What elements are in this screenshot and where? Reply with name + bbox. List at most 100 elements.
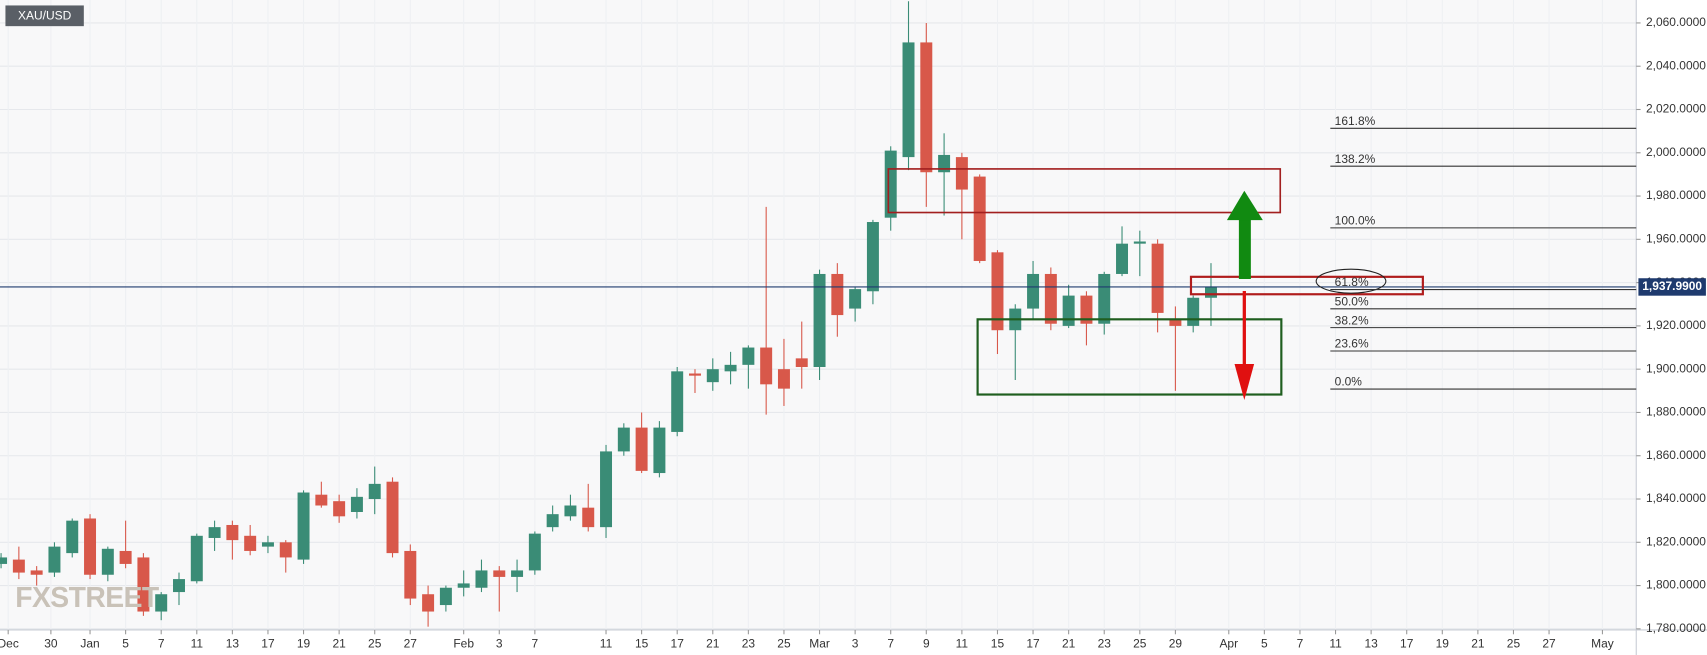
x-tick-label: 15 [991, 636, 1005, 650]
candle-body [333, 501, 346, 517]
resistance-box [887, 168, 1282, 214]
candle-body [208, 527, 221, 538]
candle-body [813, 273, 826, 368]
candle-body [653, 427, 666, 474]
fib-label: 38.2% [1335, 313, 1369, 327]
x-tick-label: 9 [923, 636, 930, 650]
x-tick-label: 17 [261, 636, 275, 650]
y-tick-label: 2,000.0000 [1646, 145, 1706, 159]
x-tick-label: 3 [496, 636, 503, 650]
candle-body [0, 557, 8, 564]
candle-body [617, 427, 630, 452]
candle-body [1027, 273, 1040, 309]
candle-body [155, 594, 168, 612]
candle-body [226, 524, 239, 541]
candle-body [279, 542, 292, 558]
candle-body [48, 546, 61, 573]
x-tick-label: 30 [44, 636, 58, 650]
candle-body [315, 494, 328, 506]
x-tick-label: 17 [671, 636, 685, 650]
fib-label: 23.6% [1335, 337, 1369, 351]
x-tick-label: 11 [191, 636, 204, 650]
candle-body [582, 507, 595, 528]
fib-label: 50.0% [1335, 294, 1369, 308]
candle-body [1133, 241, 1146, 244]
candle-body [706, 369, 719, 383]
y-tick-label: 1,880.0000 [1646, 405, 1706, 419]
candle-body [457, 583, 470, 588]
candle-body [511, 570, 524, 577]
y-tick-label: 1,780.0000 [1646, 621, 1706, 635]
support-box [976, 318, 1283, 396]
fib-label: 138.2% [1335, 152, 1376, 166]
candle-body [1080, 295, 1093, 324]
x-tick-label: 5 [122, 636, 129, 650]
y-tick-label: 1,800.0000 [1646, 578, 1706, 592]
y-tick-label: 2,040.0000 [1646, 58, 1706, 72]
x-tick-label: 7 [1297, 636, 1304, 650]
x-tick-label: 21 [332, 636, 346, 650]
down-arrow-shaft [1242, 290, 1246, 368]
y-tick-label: 1,980.0000 [1646, 188, 1706, 202]
candle-body [1098, 273, 1111, 324]
y-tick-label: 1,920.0000 [1646, 318, 1706, 332]
candle-body [30, 570, 43, 575]
x-tick-label: 7 [532, 636, 539, 650]
candle-body [866, 222, 879, 292]
candle-body [173, 579, 185, 593]
instrument-badge [5, 5, 84, 27]
x-tick-label: 25 [1133, 636, 1147, 650]
candle-body [190, 535, 203, 582]
current-price-label: 1,937.9900 [1642, 279, 1702, 293]
candle-body [1204, 286, 1217, 298]
x-tick-label: 7 [887, 636, 894, 650]
x-tick-label: 11 [600, 636, 613, 650]
candle-body [902, 42, 915, 158]
candle-body [831, 273, 844, 316]
level-ellipse [1315, 268, 1387, 294]
candle-body [1044, 273, 1057, 324]
candle-body [920, 42, 933, 173]
candle-body [368, 483, 381, 500]
candle-body [742, 347, 755, 365]
y-tick-label: 1,900.0000 [1646, 361, 1706, 375]
instrument: XAU/USD [18, 9, 72, 23]
candles [0, 1, 1637, 627]
candle-body [564, 505, 577, 517]
x-tick-label: 3 [852, 636, 859, 650]
y-tick-label: 1,960.0000 [1646, 232, 1706, 246]
x-tick-label: Apr [1219, 636, 1238, 650]
candle-body [1169, 319, 1182, 326]
x-tick-label: Jan [80, 636, 99, 650]
candle-body [475, 570, 488, 588]
x-tick-label: 29 [1169, 636, 1183, 650]
x-tick-label: 23 [1098, 636, 1112, 650]
candle-body [973, 176, 986, 261]
candle-body [760, 347, 773, 385]
candle-body [1062, 295, 1075, 326]
candle-body [546, 514, 559, 528]
x-tick-label: 23 [742, 636, 756, 650]
candle-body [671, 371, 684, 432]
candle-body [261, 542, 274, 547]
down-arrow-head [1234, 364, 1255, 400]
x-tick-label: 19 [297, 636, 311, 650]
candle-body [386, 481, 399, 554]
y-tick-label: 2,060.0000 [1646, 15, 1706, 29]
x-tick-label: 5 [1261, 636, 1268, 650]
candle-body [244, 535, 257, 551]
candle-body [119, 550, 132, 564]
candle-body [1151, 243, 1164, 313]
watermark: FXSTREET [15, 582, 159, 614]
x-tick-label: 25 [368, 636, 382, 650]
y-tick-label: 1,860.0000 [1646, 448, 1706, 462]
candle-body [422, 594, 435, 612]
x-tick-label: Mar [809, 636, 830, 650]
candle-body [137, 557, 150, 612]
x-tick-label: 27 [1542, 636, 1556, 650]
x-tick-label: 7 [158, 636, 165, 650]
y-tick-label: 2,020.0000 [1646, 102, 1706, 116]
x-tick-label: 21 [1471, 636, 1485, 650]
